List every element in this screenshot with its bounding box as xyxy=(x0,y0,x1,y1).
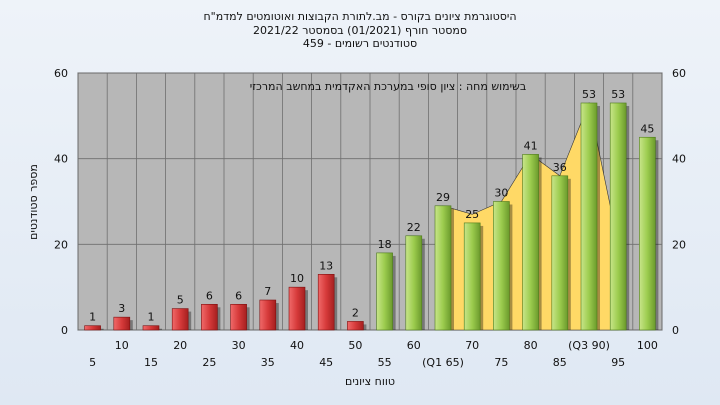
data-label: 6 xyxy=(235,289,242,302)
x-tick-label: 100 xyxy=(637,339,658,352)
bar-75 xyxy=(493,201,510,331)
data-label: 29 xyxy=(436,191,450,204)
data-label: 1 xyxy=(89,311,96,324)
data-label: 30 xyxy=(494,187,508,200)
data-label: 18 xyxy=(378,238,392,251)
x-axis-title: טווח ציונים xyxy=(345,375,395,388)
bar-20 xyxy=(171,308,189,331)
x-tick-label: 60 xyxy=(407,339,421,352)
y-tick-label-right: 60 xyxy=(672,67,686,80)
bar-35 xyxy=(259,299,277,331)
data-label: 3 xyxy=(118,302,125,315)
data-label: 5 xyxy=(177,294,184,307)
data-label: 41 xyxy=(524,139,538,152)
data-label: 2 xyxy=(352,306,359,319)
y-tick-label-left: 40 xyxy=(54,153,68,166)
x-tick-label: 55 xyxy=(378,356,392,369)
data-label: 10 xyxy=(290,272,304,285)
chart-title-line-2: 2021/22 סמסטר חורף (01/2021) בסמסטר xyxy=(253,24,467,37)
x-tick-label: 40 xyxy=(290,339,304,352)
chart-title-line-1: היסטוגרמת ציונים בקורס - מב.לתורת הקבוצו… xyxy=(203,10,517,23)
data-label: 22 xyxy=(407,221,421,234)
y-tick-label-right: 0 xyxy=(672,324,679,337)
bar-95 xyxy=(609,102,627,331)
chart-annotation: בשימוש מחה : ציון סופי במערכת האקדמית במ… xyxy=(250,80,526,93)
y-tick-label-right: 20 xyxy=(672,238,686,251)
y-tick-label-left: 0 xyxy=(61,324,68,337)
data-label: 6 xyxy=(206,289,213,302)
x-tick-label: 30 xyxy=(232,339,246,352)
bar-25 xyxy=(201,303,218,331)
bar-30 xyxy=(230,303,247,331)
bar-Q390 xyxy=(580,102,598,331)
y-tick-label-left: 60 xyxy=(54,67,68,80)
data-label: 13 xyxy=(319,259,333,272)
data-label: 1 xyxy=(148,311,155,324)
bar-40 xyxy=(288,286,306,331)
x-tick-label: (Q3 90) xyxy=(568,339,610,352)
data-label: 45 xyxy=(640,122,654,135)
x-tick-label: 20 xyxy=(173,339,187,352)
x-tick-label: 50 xyxy=(348,339,362,352)
y-tick-label-left: 20 xyxy=(54,238,68,251)
x-tick-label: (Q1 65) xyxy=(422,356,464,369)
bar-15 xyxy=(142,325,160,331)
bar-5 xyxy=(84,325,101,331)
y-axis-title: מספר סטודנטים xyxy=(27,164,40,240)
x-tick-label: 35 xyxy=(261,356,275,369)
bar-55 xyxy=(376,252,393,331)
bar-80 xyxy=(522,154,539,331)
x-tick-label: 70 xyxy=(465,339,479,352)
bar-60 xyxy=(405,235,423,331)
data-label: 53 xyxy=(611,88,625,101)
x-tick-label: 80 xyxy=(524,339,538,352)
x-tick-label: 85 xyxy=(553,356,567,369)
x-tick-label: 5 xyxy=(89,356,96,369)
bar-100 xyxy=(639,136,656,331)
x-tick-label: 45 xyxy=(319,356,333,369)
data-label: 53 xyxy=(582,88,596,101)
x-tick-label: 10 xyxy=(115,339,129,352)
bar-50 xyxy=(347,321,364,331)
bar-10 xyxy=(113,316,131,331)
x-tick-label: 15 xyxy=(144,356,158,369)
y-tick-label-right: 40 xyxy=(672,153,686,166)
data-label: 7 xyxy=(264,285,271,298)
bar-Q165 xyxy=(434,205,452,331)
x-tick-label: 25 xyxy=(202,356,216,369)
bar-85 xyxy=(551,175,569,331)
x-tick-label: 95 xyxy=(611,356,625,369)
data-label: 25 xyxy=(465,208,479,221)
bar-70 xyxy=(463,222,481,331)
x-tick-label: 75 xyxy=(494,356,508,369)
bar-45 xyxy=(317,274,335,331)
data-label: 36 xyxy=(553,161,567,174)
chart-title-line-3: סטודנטים רשומים - 459 xyxy=(302,37,418,50)
